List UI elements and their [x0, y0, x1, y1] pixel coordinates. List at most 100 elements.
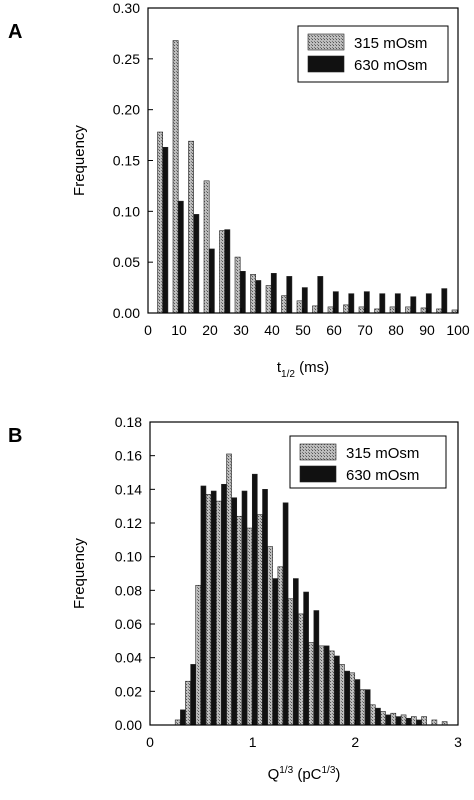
panel-b-bar-s630-6: [241, 490, 248, 726]
panel-b-xlabel-sup2: 1/3: [322, 765, 336, 776]
panel-a-xtick-label-8: 80: [388, 322, 404, 338]
panel-a-xtick-label-7: 70: [357, 322, 373, 338]
panel-b-bar-s630-13: [313, 610, 320, 726]
panel-b-legend-swatch-s630: [299, 465, 337, 483]
panel-b-bar-s315-2: [195, 584, 202, 726]
panel-b-bar-s630-20: [385, 714, 392, 726]
panel-a-bar-s315-12: [343, 304, 349, 314]
panel-a-bar-s315-4: [219, 230, 225, 314]
panel-b-xtick-label-1: 1: [249, 734, 257, 750]
panel-a-bar-s315-8: [281, 295, 287, 314]
panel-a-bar-s315-0: [157, 131, 163, 314]
panel-b-xlabel: Q1/3 (pC1/3): [268, 765, 341, 783]
panel-b-xtick-label-3: 3: [454, 734, 462, 750]
panel-b-bar-s315-9: [267, 546, 273, 726]
panel-b-bar-s315-19: [369, 704, 376, 726]
panel-b-ytick-label-9: 0.18: [115, 414, 142, 430]
panel-a-bar-s315-5: [234, 256, 241, 314]
panel-a-xtick-label-9: 90: [419, 322, 435, 338]
panel-b-bar-s630-9: [272, 578, 279, 726]
panel-a-bar-s630-3: [208, 248, 215, 314]
panel-a-bar-s315-10: [312, 305, 318, 314]
panel-b-ytick-label-4: 0.08: [115, 582, 142, 598]
panel-b-bar-s315-4: [215, 500, 222, 726]
panel-b-ytick-label-8: 0.16: [115, 448, 142, 464]
panel-a-ytick-label-6: 0.30: [113, 0, 140, 16]
panel-b-bar-s630-14: [323, 645, 330, 726]
panel-a-xtick-label-10: 100: [446, 322, 470, 338]
panel-b-bar-s630-12: [303, 591, 309, 726]
panel-b-bar-s315-22: [400, 714, 407, 726]
panel-a-bar-s630-12: [348, 293, 355, 314]
panel-a-xlabel-base: t: [277, 359, 282, 376]
panel-b-bar-s630-23: [416, 719, 422, 726]
panel-a-bar-s315-7: [265, 285, 272, 314]
panel-b-bar-s315-25: [431, 719, 438, 726]
panel-a-label: A: [8, 21, 22, 43]
panel-b-bar-s630-18: [364, 689, 371, 726]
panel-b-xlabel-mid: (pC: [293, 766, 322, 783]
panel-b-bar-s315-17: [349, 672, 356, 726]
panel-a-xtick-label-5: 50: [295, 322, 311, 338]
panel-a-xtick-label-1: 10: [171, 322, 187, 338]
panel-b-bar-s315-14: [318, 645, 325, 726]
panel-b-bar-s630-22: [405, 717, 412, 726]
panel-a-bar-s315-18: [436, 308, 442, 314]
panel-b-bar-s315-16: [339, 664, 345, 726]
panel-a-bar-s315-14: [374, 308, 380, 314]
panel-a-bar-s315-11: [327, 306, 334, 314]
panel-a-xlabel-suffix: (ms): [295, 359, 329, 376]
panel-a-ytick-label-1: 0.05: [113, 254, 140, 270]
panel-b-ytick-label-1: 0.02: [115, 683, 142, 699]
panel-b-bar-s630-15: [334, 655, 340, 726]
panel-b-ytick-label-2: 0.04: [115, 650, 142, 666]
panel-b-bar-s630-2: [200, 485, 207, 726]
panel-a-bar-s315-17: [420, 307, 427, 314]
panel-b-bar-s315-3: [205, 494, 212, 726]
panel-b-label: B: [8, 425, 22, 447]
panel-b-bar-s630-1: [190, 664, 196, 726]
panel-a-bar-s630-6: [255, 280, 262, 314]
panel-a-xlabel: t1/2 (ms): [277, 359, 329, 380]
panel-a-xtick-label-0: 0: [144, 322, 152, 338]
panel-a-bar-s630-18: [441, 288, 448, 314]
panel-b-bar-s315-8: [257, 514, 263, 726]
panel-b-bar-s630-11: [293, 578, 299, 726]
panel-a-ylabel: Frequency: [71, 125, 88, 196]
panel-a-bar-s630-16: [410, 296, 417, 314]
panel-a-ytick-label-4: 0.20: [113, 102, 140, 118]
panel-b-bar-s630-0: [180, 709, 186, 726]
panel-b-bar-s315-11: [287, 598, 294, 726]
panel-a-ytick-label-0: 0.00: [113, 305, 140, 321]
panel-b-bar-s315-10: [277, 566, 284, 726]
panel-a-xtick-label-6: 60: [326, 322, 342, 338]
panel-a-bar-s630-2: [193, 214, 200, 314]
panel-a-ytick-label-3: 0.15: [113, 153, 140, 169]
panel-a-bar-s315-15: [389, 306, 396, 314]
panel-b-xtick-label-0: 0: [146, 734, 154, 750]
panel-b-ytick-label-6: 0.12: [115, 515, 142, 531]
panel-a-bar-s630-4: [224, 229, 231, 314]
panel-a-xtick-label-4: 40: [264, 322, 280, 338]
panel-b-plot-frame: [149, 421, 459, 726]
panel-a-xtick-label-2: 20: [202, 322, 218, 338]
panel-a-legend-label-s630: 630 mOsm: [354, 57, 427, 74]
panel-b-bar-s630-8: [262, 489, 268, 726]
panel-b-bar-s630-3: [210, 490, 217, 726]
panel-b-bar-s315-12: [298, 613, 304, 726]
panel-b-bar-s315-24: [421, 716, 427, 726]
panel-b-bar-s315-0: [174, 719, 181, 726]
panel-a-bar-s630-0: [162, 146, 169, 314]
panel-a-xlabel-sub: 1/2: [281, 369, 295, 380]
panel-b-legend-label-s315: 315 mOsm: [346, 445, 419, 462]
panel-b-legend-label-s630: 630 mOsm: [346, 467, 419, 484]
panel-b-bar-s630-5: [231, 497, 238, 726]
panel-a-ytick-label-5: 0.25: [113, 51, 140, 67]
panel-a-bar-s315-13: [358, 306, 365, 314]
panel-a-bar-s630-1: [177, 200, 184, 314]
panel-b-ylabel: Frequency: [71, 538, 88, 609]
panel-a-bar-s630-8: [286, 276, 293, 314]
panel-b-ytick-label-0: 0.00: [115, 717, 142, 733]
panel-b-bar-s630-16: [344, 670, 350, 726]
panel-b-bar-s630-7: [251, 473, 258, 726]
